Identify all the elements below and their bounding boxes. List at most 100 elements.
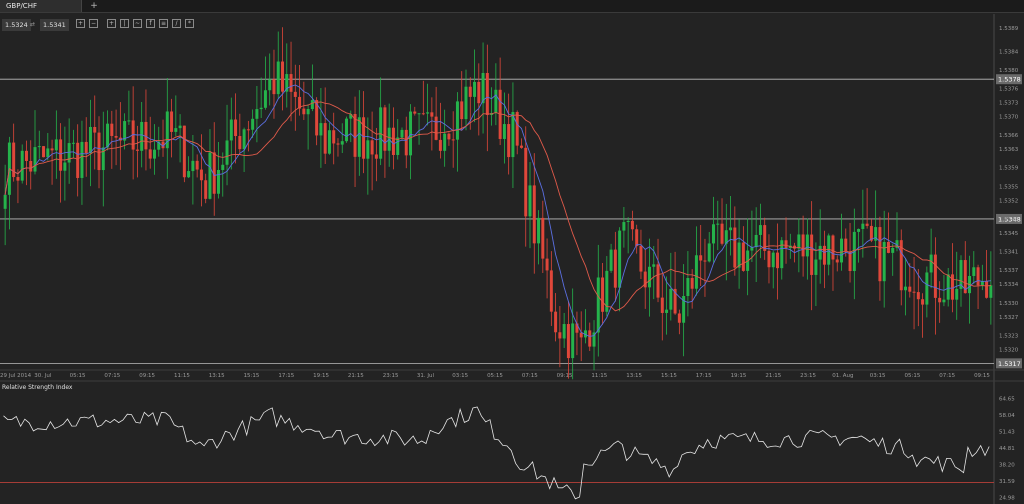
time-tick-label: 21:15 [348, 373, 364, 379]
candle-body [383, 107, 387, 151]
candle-body [571, 323, 575, 359]
candle-body [899, 240, 903, 291]
price-tick-label: 1.5337 [999, 268, 1019, 274]
candle-body [396, 137, 400, 155]
candle-body [63, 162, 67, 171]
time-tick-label: 23:15 [800, 373, 816, 379]
candle-body [315, 100, 319, 136]
candle-body [477, 81, 481, 104]
price-tick-label: 1.5352 [999, 198, 1018, 204]
candle-body [255, 109, 259, 119]
candle-body [643, 271, 647, 288]
candle-body [771, 252, 775, 268]
candle-body [187, 171, 191, 178]
candle-body [724, 230, 728, 244]
bid-price[interactable]: 1.5324 [2, 19, 31, 31]
candle-body [212, 152, 216, 194]
candle-body [460, 101, 464, 120]
candle-body [447, 133, 451, 140]
candle-body [182, 125, 186, 178]
candle-body [605, 270, 609, 312]
time-tick-label: 17:15 [696, 373, 712, 379]
candle-body [758, 225, 762, 235]
horizontal-line-label-box [996, 213, 1022, 224]
ask-price[interactable]: 1.5341 [40, 19, 69, 31]
zoom-in-icon[interactable]: + [76, 19, 85, 28]
candles-icon[interactable]: | [120, 19, 129, 28]
candle-body [754, 234, 758, 248]
candle-body [656, 264, 660, 298]
templates-icon[interactable]: ≡ [159, 19, 168, 28]
candle-body [409, 111, 413, 156]
rsi-line [3, 406, 990, 500]
candle-body [502, 124, 506, 139]
candle-body [366, 140, 370, 159]
time-tick-label: 05:15 [70, 373, 86, 379]
candle-body [780, 240, 784, 269]
candle-body [558, 332, 562, 339]
candle-body [29, 160, 33, 172]
chart-type-icon[interactable]: ~ [133, 19, 142, 28]
candle-body [840, 238, 844, 263]
crosshair-icon[interactable]: + [107, 19, 116, 28]
candle-body [238, 136, 242, 150]
candle-body [76, 142, 80, 178]
rsi-tick-label: 64.65 [999, 397, 1015, 403]
rsi-tick-label: 51.43 [999, 430, 1015, 436]
candle-body [566, 324, 570, 359]
price-tick-label: 1.5384 [999, 49, 1019, 55]
candle-body [101, 147, 105, 171]
time-tick-label: 09:15 [139, 373, 155, 379]
price-tick-label: 1.5363 [999, 147, 1019, 153]
candle-body [485, 72, 489, 115]
candle-body [42, 146, 46, 158]
candle-body [170, 111, 174, 132]
candle-body [652, 264, 656, 267]
toolbar: 1.5324 ⇄ 1.5341 + − + | ~ f ≡ / * [0, 12, 1024, 38]
candle-body [694, 255, 698, 289]
price-tick-label: 1.5373 [999, 101, 1019, 107]
candle-body [20, 150, 24, 181]
candle-body [468, 86, 472, 97]
candle-body [963, 260, 967, 294]
candle-body [135, 149, 139, 151]
time-tick-label: 31. Jul [417, 373, 435, 379]
time-tick-label: 07:15 [522, 373, 538, 379]
candle-body [152, 149, 156, 159]
add-tab-button[interactable]: + [90, 1, 98, 11]
draw-icon[interactable]: / [172, 19, 181, 28]
time-tick-label: 21:15 [765, 373, 781, 379]
candle-body [374, 154, 378, 159]
candle-body [797, 234, 801, 249]
candle-body [259, 107, 263, 110]
time-tick-label: 05:15 [487, 373, 503, 379]
settings-icon[interactable]: * [185, 19, 194, 28]
candle-body [601, 277, 605, 312]
candle-body [814, 259, 818, 275]
horizontal-line-label: 1.5317 [998, 360, 1021, 368]
candle-body [537, 217, 541, 244]
price-tick-label: 1.5348 [999, 217, 1019, 223]
candle-body [400, 129, 404, 138]
indicators-icon[interactable]: f [146, 19, 155, 28]
candle-body [776, 252, 779, 269]
candle-body [737, 242, 741, 268]
rsi-tick-label: 44.81 [999, 446, 1015, 452]
time-tick-label: 19:15 [731, 373, 747, 379]
candle-body [861, 223, 865, 229]
candle-body [592, 332, 596, 347]
candle-body [891, 247, 895, 253]
candle-body [985, 281, 989, 298]
candle-body [857, 228, 861, 232]
candle-body [71, 142, 75, 144]
candle-body [391, 127, 395, 155]
zoom-out-icon[interactable]: − [89, 19, 98, 28]
time-tick-label: 15:15 [661, 373, 677, 379]
tab-gbpchf[interactable]: GBP/CHF [0, 0, 82, 12]
candle-body [140, 121, 144, 151]
candle-body [281, 61, 284, 92]
candle-body [306, 109, 310, 115]
candle-body [972, 267, 976, 276]
candle-body [349, 114, 353, 119]
